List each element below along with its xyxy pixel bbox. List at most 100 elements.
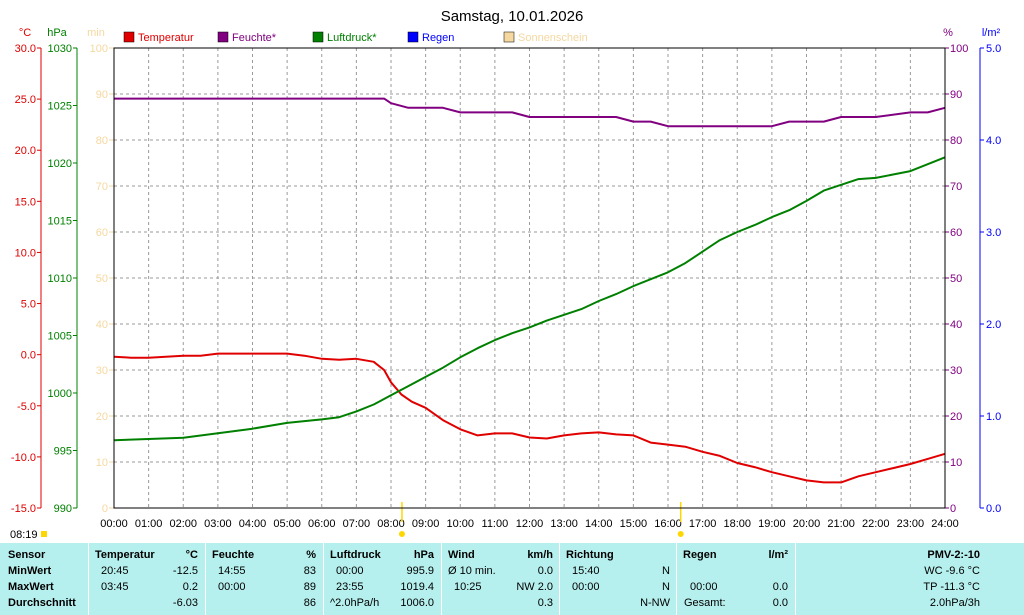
- temp-tick-label: -5.0: [17, 401, 36, 413]
- plot-frame: [113, 47, 946, 509]
- x-tick-label: 20:00: [793, 518, 821, 530]
- x-tick-label: 22:00: [862, 518, 890, 530]
- x-tick-label: 02:00: [169, 518, 197, 530]
- rain-unit-label: l/m²: [982, 27, 1001, 39]
- sunrise-icon: [41, 531, 47, 537]
- press-trend: ^2.0hPa/h: [330, 597, 380, 609]
- hum-tick-label: 0: [950, 503, 956, 515]
- x-tick-label: 21:00: [827, 518, 855, 530]
- legend-label: Temperatur: [138, 32, 194, 44]
- sun-tick-label: 30: [96, 365, 108, 377]
- x-tick-label: 04:00: [239, 518, 267, 530]
- rain-total-value: 0.0: [772, 597, 788, 609]
- min-hum-time: 14:55: [218, 565, 246, 577]
- rain-tick-label: 4.0: [986, 135, 1001, 147]
- x-tick-label: 17:00: [689, 518, 717, 530]
- rain-tick-label: 3.0: [986, 227, 1001, 239]
- statistics-panel: Sensor Temperatur °C Feuchte % Luftdruck…: [0, 543, 1024, 615]
- hum-tick-label: 60: [950, 227, 962, 239]
- header-wind: Wind: [448, 549, 475, 561]
- divider: [441, 543, 442, 615]
- max-rain-time: 00:00: [690, 581, 718, 593]
- x-tick-label: 16:00: [654, 518, 682, 530]
- divider: [205, 543, 206, 615]
- sun-tick-label: 60: [96, 227, 108, 239]
- press-tick-label: 995: [54, 446, 72, 458]
- legend-swatch: [407, 31, 419, 43]
- rain-tick-label: 5.0: [986, 43, 1001, 55]
- hum-tick-label: 100: [950, 43, 968, 55]
- press-tick-label: 1000: [48, 388, 72, 400]
- press-tick-label: 990: [54, 503, 72, 515]
- hum-tick-label: 80: [950, 135, 962, 147]
- rain-tick-label: 0.0: [986, 503, 1001, 515]
- hum-unit-label: %: [943, 27, 953, 39]
- hum-tick-label: 20: [950, 411, 962, 423]
- min-dir-value: N: [662, 565, 670, 577]
- sun-tick-label: 10: [96, 457, 108, 469]
- avg-temp-value: -6.03: [172, 597, 198, 609]
- divider: [323, 543, 324, 615]
- x-tick-label: 01:00: [135, 518, 163, 530]
- x-tick-label: 23:00: [897, 518, 925, 530]
- series-line: [113, 156, 946, 442]
- hum-tick-label: 40: [950, 319, 962, 331]
- sun-tick-label: 0: [102, 503, 108, 515]
- row-label-min: MinWert: [8, 565, 52, 577]
- temp-tick-label: 30.0: [15, 43, 36, 55]
- header-rain: Regen: [683, 549, 717, 561]
- x-tick-label: 14:00: [585, 518, 613, 530]
- series-line: [114, 97, 946, 128]
- temp-tick-label: 15.0: [15, 196, 36, 208]
- x-tick-label: 08:00: [377, 518, 405, 530]
- rain-tick-label: 2.0: [986, 319, 1001, 331]
- temp-tick-label: 10.0: [15, 247, 36, 259]
- hum-tick-label: 50: [950, 273, 962, 285]
- sunrise-time: 08:19: [10, 529, 38, 541]
- header-press-unit: hPa: [413, 549, 434, 561]
- min-press-value: 995.9: [406, 565, 434, 577]
- avg-hum-value: 86: [303, 597, 316, 609]
- min-wind-desc: Ø 10 min.: [448, 565, 496, 577]
- sun-tick-label: 90: [96, 89, 108, 101]
- x-tick-label: 24:00: [931, 518, 959, 530]
- max-dir-time: 00:00: [572, 581, 600, 593]
- series-lines: [113, 97, 946, 484]
- min-temp-value: -12.5: [172, 565, 198, 577]
- chart-grid: [114, 48, 945, 508]
- hum-tick-label: 30: [950, 365, 962, 377]
- press-tick-label: 1025: [48, 101, 72, 113]
- max-dir-value: N: [662, 581, 670, 593]
- header-pressure: Luftdruck: [330, 549, 381, 561]
- legend-swatch: [312, 31, 324, 43]
- divider: [676, 543, 677, 615]
- min-temp-time: 20:45: [101, 565, 129, 577]
- header-sensor: Sensor: [8, 549, 46, 561]
- rain-total-label: Gesamt:: [684, 597, 726, 609]
- row-label-max: MaxWert: [8, 581, 54, 593]
- press-tick-label: 1030: [48, 43, 72, 55]
- hum-tick-label: 10: [950, 457, 962, 469]
- x-tick-label: 18:00: [723, 518, 751, 530]
- header-humidity: Feuchte: [212, 549, 255, 561]
- sun-tick-label: 70: [96, 181, 108, 193]
- min-hum-value: 83: [303, 565, 316, 577]
- header-hum-unit: %: [306, 549, 316, 561]
- x-tick-label: 00:00: [100, 518, 128, 530]
- avg-wind-value: 0.3: [537, 597, 553, 609]
- max-wind-value: NW 2.0: [516, 581, 553, 593]
- legend-swatch: [217, 31, 229, 43]
- x-tick-label: 03:00: [204, 518, 232, 530]
- pmv-press-trend: 2.0hPa/3h: [929, 597, 980, 609]
- temp-unit-label: °C: [19, 27, 31, 39]
- temp-tick-label: 25.0: [15, 94, 36, 106]
- min-dir-time: 15:40: [572, 565, 600, 577]
- max-rain-value: 0.0: [772, 581, 788, 593]
- sun-unit-label: min: [87, 27, 105, 39]
- max-temp-value: 0.2: [182, 581, 198, 593]
- hum-tick-label: 70: [950, 181, 962, 193]
- legend-swatch: [503, 31, 515, 43]
- sun-tick-label: 20: [96, 411, 108, 423]
- x-tick-label: 06:00: [308, 518, 336, 530]
- x-tick-label: 05:00: [273, 518, 301, 530]
